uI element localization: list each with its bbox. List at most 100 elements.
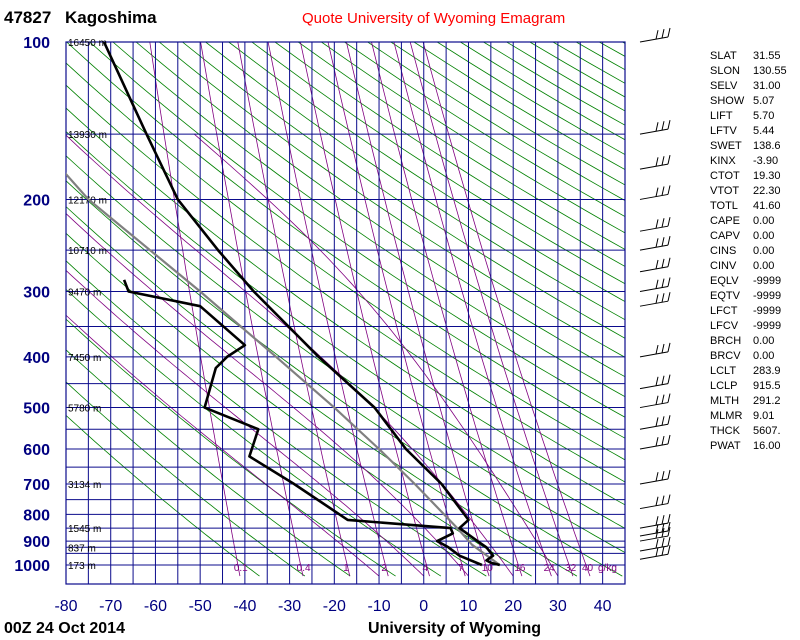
mixing-ratio-line [200, 42, 304, 577]
wind-barb-feather [661, 470, 665, 481]
wind-barb-feather [661, 186, 665, 196]
index-row: PWAT 16.00 [710, 439, 798, 454]
index-row: MLTH 291.2 [710, 394, 798, 409]
wind-barb-feather [661, 537, 665, 548]
wind-barb-shaft [639, 530, 669, 537]
dry-adiabat [66, 381, 306, 577]
wind-barbs [639, 27, 671, 560]
wind-barb [639, 277, 671, 293]
index-value: 5.70 [753, 110, 775, 122]
wind-barb-feather [661, 495, 665, 505]
height-label: 13930 m [68, 130, 107, 141]
wind-barb-feather [667, 155, 671, 165]
wind-barb-feather [655, 238, 659, 248]
dry-adiabat [158, 42, 625, 358]
wind-barb-feather [655, 437, 659, 447]
wind-barb-shaft [639, 443, 669, 450]
wind-barb [639, 494, 671, 510]
chart-title: Quote University of Wyoming Emagram [302, 10, 565, 27]
wind-barb-shaft [639, 128, 669, 135]
index-row: LCLT 283.9 [710, 364, 798, 379]
y-tick-label: 500 [23, 401, 50, 418]
wind-barb-feather [655, 187, 659, 197]
wind-barb-feather [667, 342, 671, 352]
wind-barb-feather [661, 528, 665, 538]
index-name: EQTV [710, 290, 740, 302]
y-tick-label: 100 [23, 35, 50, 52]
index-name: CINS [710, 245, 737, 257]
height-label: 5780 m [68, 404, 101, 415]
index-row: CINS 0.00 [710, 244, 798, 259]
wind-barb-shaft [639, 351, 669, 358]
mixing-ratio-label: g/kg [598, 563, 617, 574]
wind-barb-shaft [639, 478, 669, 485]
index-name: CAPV [710, 230, 740, 242]
height-label: 1545 m [68, 524, 101, 535]
wind-barb [639, 292, 671, 307]
index-row: SLAT 31.55 [710, 49, 798, 64]
index-name: SLON [710, 65, 740, 77]
mixing-ratio-line [149, 42, 241, 577]
wind-barb-feather [667, 374, 671, 384]
wind-barb-feather [661, 522, 665, 533]
plot-frame [65, 41, 626, 585]
index-row: LFCT -9999 [710, 304, 798, 319]
wind-barb [639, 521, 671, 537]
x-tick-label: -50 [189, 598, 212, 615]
y-tick-label: 900 [23, 534, 50, 551]
wind-barb-shaft [639, 286, 669, 293]
wind-barb-feather [661, 343, 665, 354]
grid [65, 41, 626, 585]
wind-barb [639, 119, 671, 135]
index-value: 31.00 [753, 80, 781, 92]
wind-barb-feather [661, 375, 665, 385]
mixing-ratio-label: 32 [565, 563, 577, 574]
mixing-ratio-line [409, 42, 574, 577]
wind-barb-feather [667, 393, 671, 403]
wind-barb-shaft [639, 193, 669, 200]
mixing-ratio-label: 40 [582, 563, 594, 574]
index-name: LIFT [710, 110, 733, 122]
index-value: -9999 [753, 320, 782, 332]
dry-adiabat [66, 414, 260, 577]
index-value: 0.00 [753, 350, 775, 362]
dry-adiabat [135, 42, 625, 378]
dry-adiabat [182, 42, 625, 339]
wind-barb [639, 257, 671, 273]
index-name: EQLV [710, 275, 739, 287]
wind-barb-feather [655, 376, 659, 386]
index-value: 41.60 [753, 200, 781, 212]
y-axis-ticks: 100 200 300 400 500 600 700 800 900 1000 [14, 35, 50, 575]
wind-barb [639, 469, 671, 485]
moist-adiabat [66, 314, 380, 577]
index-name: SWET [710, 140, 742, 152]
index-row: CTOT 19.30 [710, 169, 798, 184]
dewpoint-line [122, 279, 483, 567]
x-tick-label: 30 [549, 598, 567, 615]
height-label: 9470 m [68, 288, 101, 299]
index-name: LCLT [710, 365, 737, 377]
wind-barb-shaft [639, 266, 669, 273]
wind-barb-shaft [639, 163, 669, 170]
x-tick-label: -80 [54, 598, 77, 615]
wind-barb [639, 185, 671, 200]
index-value: -9999 [753, 290, 782, 302]
wind-barb-shaft [639, 383, 669, 390]
height-labels: 16450 m 13930 m 12170 m 10710 m 9470 m 7450 m… [68, 38, 107, 572]
dry-adiabat [66, 84, 625, 483]
dry-adiabat [66, 131, 625, 529]
index-value: 5.44 [753, 125, 775, 137]
wind-barb-feather [655, 539, 659, 549]
index-name: LCLP [710, 380, 738, 392]
x-tick-label: 20 [504, 598, 522, 615]
y-tick-label: 200 [23, 192, 50, 209]
index-name: SELV [710, 80, 738, 92]
index-name: LFCV [710, 320, 739, 332]
wind-barb-feather [661, 293, 665, 303]
index-name: VTOT [710, 185, 740, 197]
wind-barb-feather [655, 344, 659, 355]
wind-barb-feather [667, 185, 671, 195]
mixing-ratio-line [371, 42, 523, 577]
wind-barb [639, 526, 671, 542]
wind-barb-feather [667, 513, 671, 524]
